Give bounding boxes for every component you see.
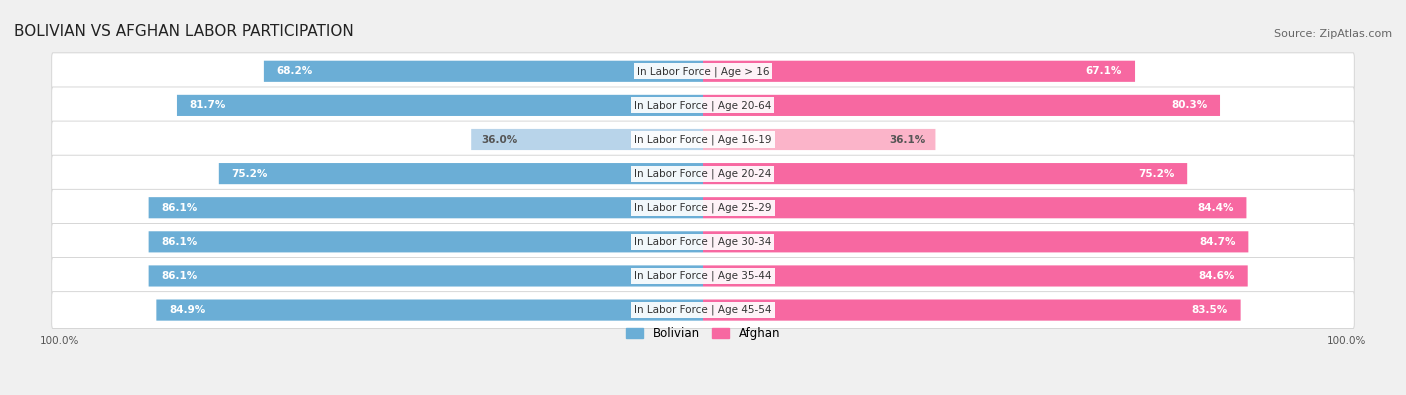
Text: 100.0%: 100.0% xyxy=(39,336,79,346)
Text: 36.1%: 36.1% xyxy=(890,135,925,145)
Text: 80.3%: 80.3% xyxy=(1171,100,1208,110)
Legend: Bolivian, Afghan: Bolivian, Afghan xyxy=(621,322,785,345)
Text: In Labor Force | Age 20-64: In Labor Force | Age 20-64 xyxy=(634,100,772,111)
FancyBboxPatch shape xyxy=(52,87,1354,124)
Text: In Labor Force | Age 25-29: In Labor Force | Age 25-29 xyxy=(634,203,772,213)
Text: In Labor Force | Age 35-44: In Labor Force | Age 35-44 xyxy=(634,271,772,281)
Text: 75.2%: 75.2% xyxy=(232,169,269,179)
Text: 36.0%: 36.0% xyxy=(481,135,517,145)
FancyBboxPatch shape xyxy=(52,292,1354,329)
FancyBboxPatch shape xyxy=(703,163,1187,184)
FancyBboxPatch shape xyxy=(703,95,1220,116)
FancyBboxPatch shape xyxy=(149,231,703,252)
Text: 86.1%: 86.1% xyxy=(162,203,198,213)
FancyBboxPatch shape xyxy=(703,231,1249,252)
FancyBboxPatch shape xyxy=(52,155,1354,192)
Text: 83.5%: 83.5% xyxy=(1191,305,1227,315)
Text: Source: ZipAtlas.com: Source: ZipAtlas.com xyxy=(1274,29,1392,39)
FancyBboxPatch shape xyxy=(471,129,703,150)
FancyBboxPatch shape xyxy=(703,299,1240,321)
Text: 81.7%: 81.7% xyxy=(190,100,226,110)
FancyBboxPatch shape xyxy=(149,197,703,218)
Text: In Labor Force | Age 20-24: In Labor Force | Age 20-24 xyxy=(634,168,772,179)
Text: 84.9%: 84.9% xyxy=(169,305,205,315)
Text: 84.4%: 84.4% xyxy=(1197,203,1233,213)
FancyBboxPatch shape xyxy=(52,258,1354,294)
FancyBboxPatch shape xyxy=(52,224,1354,260)
FancyBboxPatch shape xyxy=(156,299,703,321)
FancyBboxPatch shape xyxy=(703,265,1247,286)
Text: BOLIVIAN VS AFGHAN LABOR PARTICIPATION: BOLIVIAN VS AFGHAN LABOR PARTICIPATION xyxy=(14,24,354,39)
FancyBboxPatch shape xyxy=(52,53,1354,90)
Text: In Labor Force | Age 30-34: In Labor Force | Age 30-34 xyxy=(634,237,772,247)
FancyBboxPatch shape xyxy=(703,197,1247,218)
Text: 100.0%: 100.0% xyxy=(1327,336,1367,346)
FancyBboxPatch shape xyxy=(149,265,703,286)
Text: 68.2%: 68.2% xyxy=(277,66,314,76)
Text: 67.1%: 67.1% xyxy=(1085,66,1122,76)
FancyBboxPatch shape xyxy=(219,163,703,184)
FancyBboxPatch shape xyxy=(52,189,1354,226)
Text: In Labor Force | Age 16-19: In Labor Force | Age 16-19 xyxy=(634,134,772,145)
FancyBboxPatch shape xyxy=(703,129,935,150)
FancyBboxPatch shape xyxy=(264,61,703,82)
Text: 86.1%: 86.1% xyxy=(162,237,198,247)
Text: 84.7%: 84.7% xyxy=(1199,237,1236,247)
Text: 86.1%: 86.1% xyxy=(162,271,198,281)
FancyBboxPatch shape xyxy=(177,95,703,116)
Text: 84.6%: 84.6% xyxy=(1198,271,1234,281)
FancyBboxPatch shape xyxy=(703,61,1135,82)
FancyBboxPatch shape xyxy=(52,121,1354,158)
Text: In Labor Force | Age > 16: In Labor Force | Age > 16 xyxy=(637,66,769,77)
Text: 75.2%: 75.2% xyxy=(1137,169,1174,179)
Text: In Labor Force | Age 45-54: In Labor Force | Age 45-54 xyxy=(634,305,772,315)
